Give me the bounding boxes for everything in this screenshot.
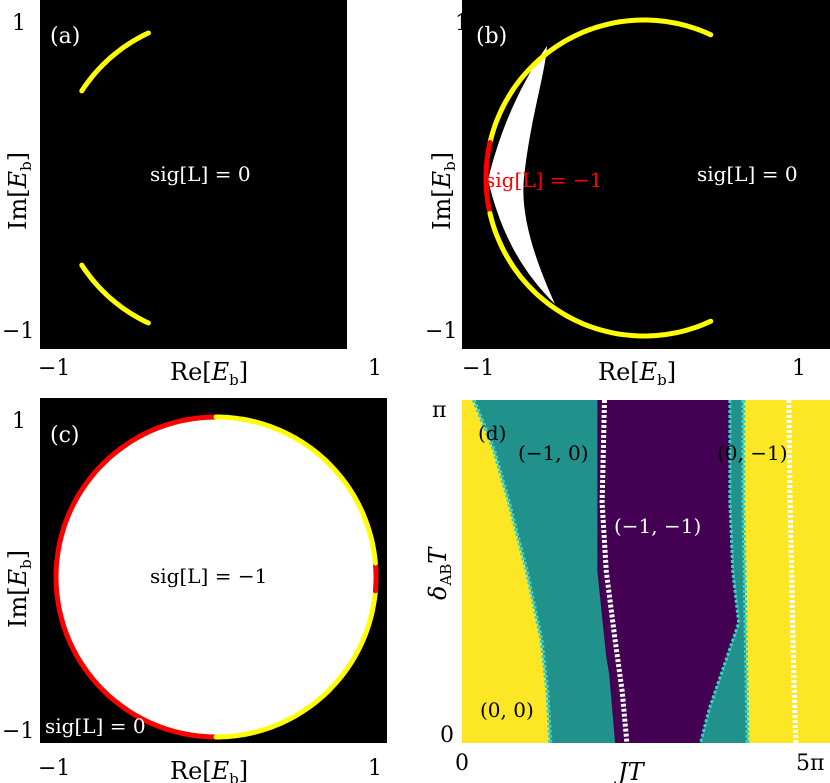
panel-a-arcs bbox=[79, 30, 151, 326]
panel-d-xtick-left: 0 bbox=[455, 751, 469, 776]
panel-c-label: (c) bbox=[50, 423, 80, 448]
boundary-white_left bbox=[599, 400, 630, 743]
arc-segment-2 bbox=[487, 211, 714, 339]
panel-b-label: (b) bbox=[476, 24, 507, 49]
panel-b-xtick-right: 1 bbox=[792, 356, 806, 381]
panel-b: (b) sig[L] = −1 sig[L] = 0 1 −1 −1 1 Re[… bbox=[425, 0, 830, 389]
boundary-yellow_teal_left bbox=[471, 400, 553, 743]
panel-b-ytick-top: 1 bbox=[455, 11, 469, 36]
panel-c-region-label-inner: sig[L] = −1 bbox=[150, 564, 267, 588]
arc-segment-3 bbox=[213, 414, 378, 566]
panel-c-arcs bbox=[53, 414, 379, 740]
panel-d-region-label-m10: (−1, 0) bbox=[518, 441, 589, 465]
panel-d-label: (d) bbox=[478, 421, 506, 445]
arc-segment-1 bbox=[213, 588, 378, 740]
panel-d-region-label-m1m1: (−1, −1) bbox=[614, 514, 701, 538]
panel-b-region-label-left: sig[L] = −1 bbox=[485, 168, 602, 192]
panel-c-region-label-outer: sig[L] = 0 bbox=[45, 714, 146, 738]
boundary-cyan_right bbox=[741, 400, 750, 743]
panel-a-plot-area bbox=[40, 0, 347, 349]
svg-text:Re[Eb]: Re[Eb] bbox=[170, 358, 248, 389]
panel-c-xtick-right: 1 bbox=[368, 756, 382, 781]
svg-text:δABT: δABT bbox=[424, 546, 455, 600]
arc-segment-1 bbox=[483, 140, 493, 216]
panel-c-white-disk bbox=[56, 417, 376, 737]
panel-c-xtick-left: −1 bbox=[38, 756, 70, 781]
panel-b-arcs bbox=[483, 17, 714, 339]
panel-a-ylabel: Im[Eb] bbox=[4, 152, 35, 230]
panel-a-xlabel: Re[Eb] bbox=[170, 358, 248, 389]
svg-text:Im[Eb]: Im[Eb] bbox=[4, 152, 35, 230]
panel-d-boundaries bbox=[471, 400, 799, 743]
panel-d-region-0m1 bbox=[700, 400, 748, 743]
panel-a-ytick-bottom: −1 bbox=[2, 319, 34, 344]
svg-text:Re[Eb]: Re[Eb] bbox=[170, 757, 248, 783]
panel-c: (c) sig[L] = −1 sig[L] = 0 1 −1 −1 1 Re[… bbox=[2, 398, 387, 783]
arc-segment-1 bbox=[79, 262, 151, 326]
panel-c-ytick-bottom: −1 bbox=[2, 719, 34, 744]
panel-d-region-m10 bbox=[473, 400, 627, 743]
panel-b-ylabel: Im[Eb] bbox=[428, 152, 459, 230]
panel-d-ytick-top: π bbox=[432, 398, 446, 423]
arc-segment-0 bbox=[79, 30, 151, 94]
panel-c-ytick-top: 1 bbox=[12, 409, 26, 434]
panel-a-label: (a) bbox=[50, 24, 80, 49]
panel-a: (a) sig[L] = 0 1 −1 −1 1 Re[Eb] Im[Eb] bbox=[2, 0, 382, 389]
panel-a-region-label: sig[L] = 0 bbox=[150, 162, 251, 186]
boundary-teal_right_left bbox=[699, 400, 741, 743]
panel-d-region-label-00: (0, 0) bbox=[480, 698, 534, 722]
arc-segment-0 bbox=[487, 17, 714, 145]
panel-d-region-m1m1 bbox=[597, 400, 739, 743]
panel-b-region-label-right: sig[L] = 0 bbox=[697, 162, 798, 186]
panel-a-ytick-top: 1 bbox=[12, 11, 26, 36]
panel-d-ytick-bottom: 0 bbox=[440, 723, 454, 748]
panel-c-xlabel: Re[Eb] bbox=[170, 757, 248, 783]
panel-a-xtick-right: 1 bbox=[368, 356, 382, 381]
panel-d-xtick-right: 5π bbox=[796, 751, 824, 776]
panel-d: (d) (0, 0) (−1, 0) (−1, −1) (0, −1) π 0 … bbox=[424, 398, 830, 783]
arc-segment-0 bbox=[53, 414, 219, 740]
panel-d-xlabel: JT bbox=[613, 758, 646, 783]
panel-d-region-label-0m1: (0, −1) bbox=[717, 441, 788, 465]
panel-b-white-region bbox=[488, 46, 555, 304]
panel-b-xlabel: Re[Eb] bbox=[598, 358, 676, 389]
svg-text:Re[Eb]: Re[Eb] bbox=[598, 358, 676, 389]
svg-text:JT: JT bbox=[613, 758, 646, 783]
svg-text:Im[Eb]: Im[Eb] bbox=[4, 550, 35, 628]
arc-segment-2 bbox=[372, 560, 379, 594]
panel-b-ytick-bottom: −1 bbox=[425, 319, 457, 344]
panel-b-xtick-left: −1 bbox=[462, 356, 494, 381]
boundary-white_right bbox=[786, 400, 799, 743]
panel-d-ylabel: δABT bbox=[424, 546, 455, 600]
panel-c-ylabel: Im[Eb] bbox=[4, 550, 35, 628]
panel-a-xtick-left: −1 bbox=[38, 356, 70, 381]
svg-text:Im[Eb]: Im[Eb] bbox=[428, 152, 459, 230]
